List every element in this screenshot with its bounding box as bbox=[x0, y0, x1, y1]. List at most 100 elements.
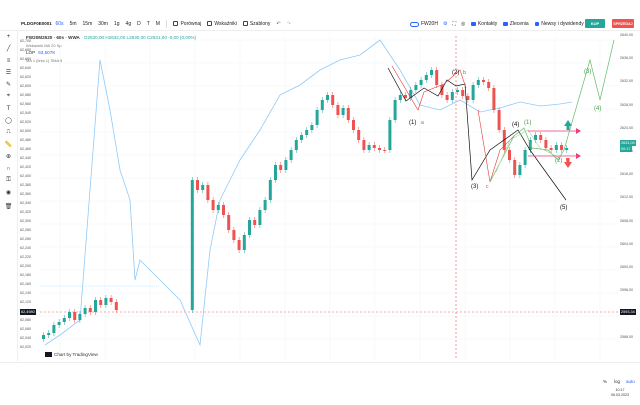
ticker-label[interactable]: FW20H bbox=[421, 21, 438, 27]
candle-body bbox=[263, 200, 267, 210]
horizontal-lines-icon[interactable]: ≡ bbox=[6, 57, 11, 64]
elliott-wave-red bbox=[391, 65, 467, 111]
templates-label: Szablony bbox=[249, 20, 271, 27]
timeframe-t[interactable]: T bbox=[146, 20, 150, 27]
measure-icon[interactable]: 📏 bbox=[4, 142, 13, 148]
checkbox-orders[interactable]: Zlecenia bbox=[503, 21, 529, 27]
forecast-icon[interactable]: ⎍ bbox=[6, 129, 11, 135]
left-axis-tick: 62,440 bbox=[20, 156, 31, 160]
right-axis-tick: 2608,00 bbox=[620, 218, 633, 223]
log-scale-toggle[interactable]: log bbox=[614, 379, 621, 384]
timeframe-4g[interactable]: 4g bbox=[125, 20, 132, 27]
auto-scale-toggle[interactable]: auto bbox=[626, 379, 635, 384]
elliott-wave-black bbox=[387, 67, 567, 201]
candle-body bbox=[109, 298, 113, 302]
candle-body bbox=[232, 230, 236, 240]
timeframe-60s[interactable]: 60s bbox=[55, 20, 64, 27]
timeframe-m[interactable]: M bbox=[155, 20, 160, 27]
candle-body bbox=[248, 220, 251, 235]
tradingview-credit[interactable]: Chart by TradingView bbox=[45, 352, 98, 357]
percent-scale-toggle[interactable]: % bbox=[603, 379, 608, 384]
left-axis-tick: 62,600 bbox=[20, 84, 31, 88]
settings-icon[interactable]: ⚙ bbox=[442, 21, 448, 27]
left-axis-tick: 62,320 bbox=[20, 210, 31, 214]
timeframe-d[interactable]: D bbox=[137, 20, 141, 27]
drawing-toolbar: + ╱ ≡ ☰ ✎ ⌖ T ◯ ⎍ 📏 ⊕ ∩ ⚿ ◉ 🗑 bbox=[0, 31, 17, 211]
candle-body bbox=[482, 80, 485, 82]
candle-body bbox=[476, 80, 480, 85]
trash-icon[interactable]: 🗑 bbox=[4, 204, 13, 210]
zoom-icon[interactable]: ⊕ bbox=[5, 154, 12, 160]
wave-label-b: b bbox=[463, 70, 466, 76]
timeframe-1g[interactable]: 1g bbox=[113, 20, 120, 27]
candle-body bbox=[62, 318, 66, 322]
sell-signal-arrow bbox=[564, 158, 572, 168]
eye-icon[interactable]: ◉ bbox=[5, 190, 12, 196]
timeframe-30m[interactable]: 30m bbox=[98, 20, 108, 27]
redo-button[interactable]: ↷ bbox=[286, 20, 291, 27]
right-axis-tick: 2624,00 bbox=[620, 125, 633, 130]
series-title[interactable]: FW20M2520 · 60s · WWA bbox=[26, 35, 80, 41]
cloud-icon[interactable] bbox=[410, 21, 419, 27]
right-low-price-tag: 2593,34 bbox=[620, 309, 636, 315]
candle-body bbox=[284, 160, 288, 170]
green-wave-label-3: (3) bbox=[584, 69, 592, 75]
candle-body bbox=[326, 95, 329, 100]
magnet-icon[interactable]: ∩ bbox=[6, 165, 11, 172]
clock: 10:17 06.03.2023 bbox=[604, 388, 636, 398]
candle-body bbox=[190, 180, 194, 310]
buy-button[interactable]: KUP bbox=[585, 19, 605, 28]
candle-body bbox=[393, 100, 397, 120]
snapshot-icon[interactable]: ◎ bbox=[460, 21, 466, 27]
left-axis-tick: 62,480 bbox=[20, 138, 31, 142]
timeframe-5m[interactable]: 5m bbox=[69, 20, 77, 27]
ellipse-icon[interactable]: ◯ bbox=[5, 118, 12, 124]
elliott-wave-green-2 bbox=[495, 129, 561, 173]
timeframe-15m[interactable]: 15m bbox=[82, 20, 93, 27]
left-axis-tick: 62,660 bbox=[20, 57, 31, 61]
left-axis-tick: 62,560 bbox=[20, 102, 31, 106]
checkbox-contacts[interactable]: Kontakty bbox=[471, 21, 497, 27]
candle-body bbox=[435, 70, 439, 85]
indicators-button[interactable]: Wskaźniki bbox=[207, 21, 237, 27]
undo-button[interactable]: ↶ bbox=[276, 20, 281, 27]
left-axis-tick: 62,120 bbox=[20, 300, 31, 304]
left-axis-tick: 62,360 bbox=[20, 192, 31, 196]
checkbox-news[interactable]: Newsy i dywidendy bbox=[534, 21, 584, 27]
left-axis-tick: 62,620 bbox=[20, 75, 31, 79]
right-axis-tick: 2612,00 bbox=[620, 195, 633, 200]
wave-label-a: a bbox=[421, 120, 424, 126]
left-axis-tick: 62,200 bbox=[20, 264, 31, 268]
sell-button[interactable]: SPRZEDAJ bbox=[612, 19, 634, 28]
trendline-icon[interactable]: ╱ bbox=[6, 46, 11, 52]
candle-body bbox=[440, 85, 444, 95]
text-icon[interactable]: T bbox=[6, 105, 11, 112]
lock-icon[interactable]: ⚿ bbox=[6, 177, 11, 183]
left-axis-tick: 62,180 bbox=[20, 273, 31, 277]
pattern-icon[interactable]: ⌖ bbox=[6, 93, 11, 99]
candle-body bbox=[419, 80, 423, 85]
left-axis-tick: 62,040 bbox=[20, 336, 31, 340]
crosshair-icon[interactable]: + bbox=[6, 33, 11, 40]
price-chart[interactable] bbox=[0, 0, 640, 362]
right-axis-tick: 2640,00 bbox=[620, 33, 633, 37]
left-axis-tick: 62,640 bbox=[20, 66, 31, 70]
fullscreen-icon[interactable]: ⛶ bbox=[452, 21, 456, 27]
indicator-sma[interactable]: MA 1 (linia 1) SMA 9 bbox=[26, 57, 63, 63]
fibonacci-icon[interactable]: ☰ bbox=[5, 70, 12, 76]
candle-body bbox=[508, 150, 511, 160]
symbol-search[interactable]: PLDGF0E0001 bbox=[21, 21, 52, 26]
left-axis-tick: 62,260 bbox=[20, 237, 31, 241]
candle-body bbox=[222, 205, 225, 215]
candle-body bbox=[300, 135, 303, 140]
green-wave-label-2: (2) bbox=[555, 158, 563, 164]
brush-icon[interactable]: ✎ bbox=[5, 82, 12, 88]
templates-button[interactable]: Szablony bbox=[242, 20, 271, 27]
checkbox-icon bbox=[471, 21, 476, 27]
toolbar-divider bbox=[166, 19, 168, 28]
indicator-ma[interactable]: Wskaźnik MA 20 Sp bbox=[26, 42, 62, 48]
compare-button[interactable]: Porównaj bbox=[173, 21, 201, 27]
candle-body bbox=[104, 298, 108, 305]
elliott-wave-red-2 bbox=[477, 109, 515, 183]
candle-body bbox=[52, 325, 56, 333]
